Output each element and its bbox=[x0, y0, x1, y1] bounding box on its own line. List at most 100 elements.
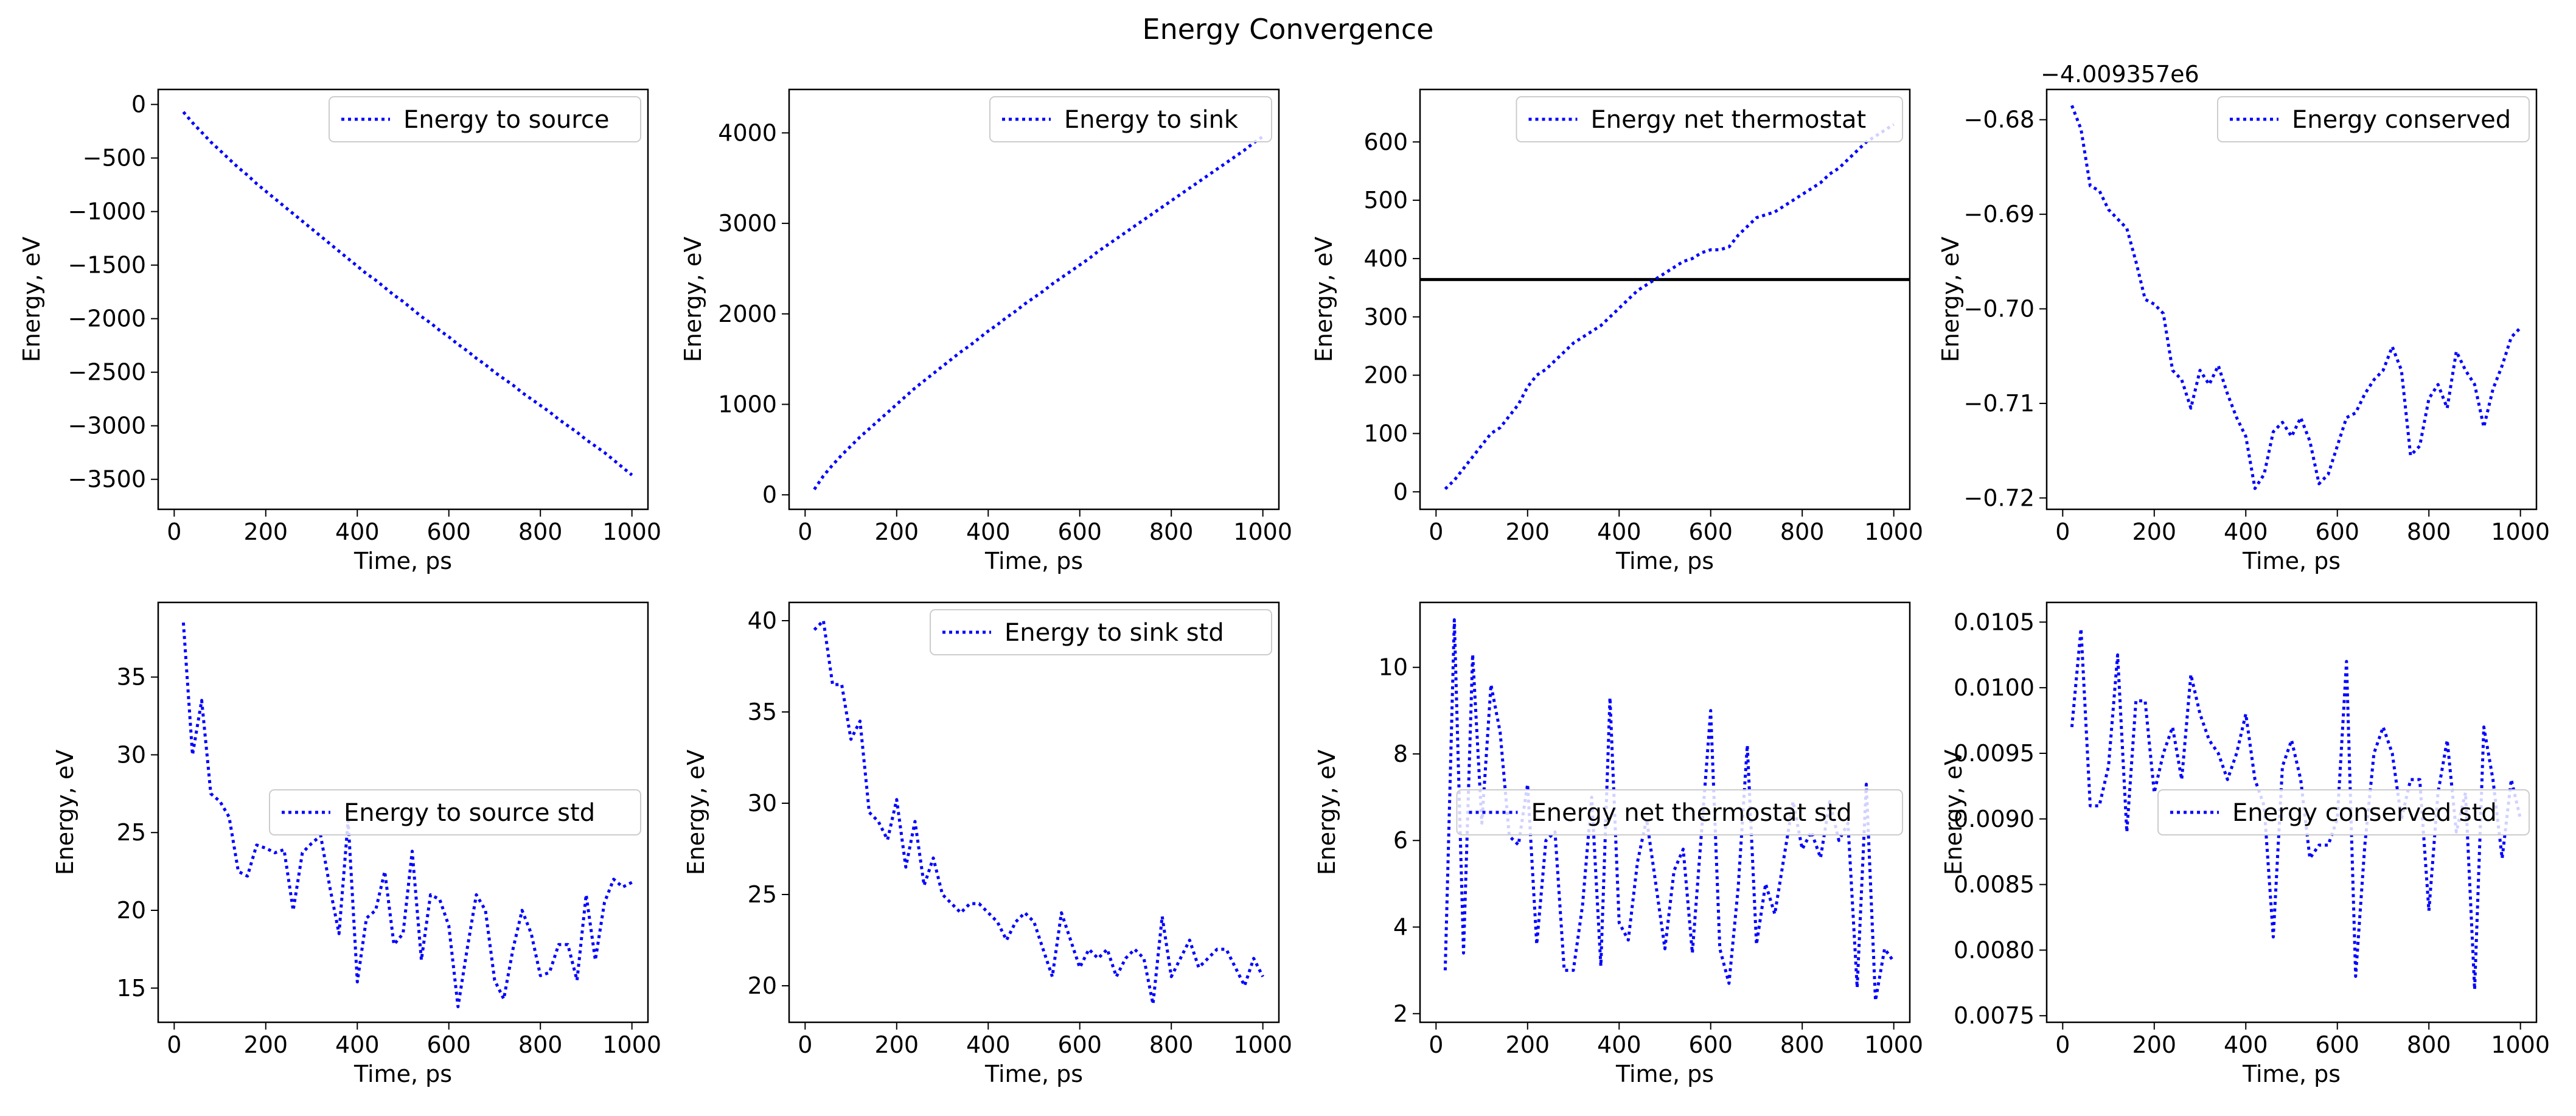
x-tick-label: 600 bbox=[426, 1031, 471, 1058]
x-tick-label: 800 bbox=[1780, 518, 1825, 545]
y-tick-label: 20 bbox=[748, 972, 777, 999]
legend: Energy net thermostat bbox=[1516, 96, 1903, 142]
legend: Energy to sink bbox=[989, 96, 1272, 142]
x-tick-label: 1000 bbox=[2491, 518, 2550, 545]
x-tick-label: 200 bbox=[1506, 518, 1550, 545]
y-tick-label: 8 bbox=[1393, 741, 1408, 767]
y-tick-label: −0.69 bbox=[1964, 201, 2035, 228]
series-line-energy-conserved-std bbox=[2070, 627, 2522, 991]
y-offset-text: −4.009357e6 bbox=[2041, 61, 2199, 88]
y-tick-label: 40 bbox=[748, 607, 777, 634]
x-tick-label: 600 bbox=[426, 518, 471, 545]
x-tick-label: 200 bbox=[244, 1031, 288, 1058]
y-tick-label: −0.68 bbox=[1964, 106, 2035, 133]
x-tick-label: 400 bbox=[1597, 518, 1641, 545]
y-tick-label: 35 bbox=[748, 699, 777, 725]
y-tick-label: 200 bbox=[1363, 362, 1408, 389]
y-tick-label: 6 bbox=[1393, 827, 1408, 854]
legend: Energy net thermostat std bbox=[1456, 789, 1903, 835]
y-tick-label: 25 bbox=[117, 819, 146, 846]
subplot-energy-net-thermostat-std: 0 200 400 600 800 1000 2 4 6 8 10 Time, ps Energy, e… bbox=[1314, 601, 1923, 1087]
y-tick-label: −3500 bbox=[68, 466, 146, 493]
x-tick-label: 0 bbox=[798, 1031, 812, 1058]
y-tick-label: 0.0085 bbox=[1954, 871, 2035, 898]
y-axis-label: Energy, eV bbox=[1937, 237, 1964, 363]
x-tick-label: 400 bbox=[966, 518, 1011, 545]
x-tick-label: 200 bbox=[875, 518, 919, 545]
x-axis-label: Time, ps bbox=[353, 1061, 452, 1087]
legend: Energy to sink std bbox=[930, 609, 1272, 655]
legend-box bbox=[1516, 96, 1903, 142]
y-tick-label: −0.72 bbox=[1964, 484, 2035, 511]
x-tick-label: 800 bbox=[518, 518, 563, 545]
subplot-energy-to-source-std: 0 200 400 600 800 1000 15 20 25 30 35 Time, ps Energ… bbox=[52, 601, 661, 1087]
legend-box bbox=[329, 96, 641, 142]
x-tick-label: 200 bbox=[875, 1031, 919, 1058]
y-tick-label: 0.0080 bbox=[1954, 936, 2035, 963]
x-tick-label: 400 bbox=[335, 1031, 380, 1058]
legend-label: Energy to sink std bbox=[1004, 619, 1224, 647]
x-tick-label: 1000 bbox=[1233, 518, 1292, 545]
figure-title: Energy Convergence bbox=[1143, 13, 1434, 46]
subplot-grid: 0 200 400 600 800 10000−500−1000−1500−2000−25… bbox=[18, 61, 2550, 1087]
x-tick-label: 400 bbox=[966, 1031, 1011, 1058]
subplot-energy-conserved-std: 0 200 400 600 800 1000 0.0075 0.0080 0.0085 0.009… bbox=[1940, 601, 2550, 1087]
x-tick-label: 1000 bbox=[1864, 1031, 1923, 1058]
axes-frame bbox=[788, 88, 1280, 511]
x-axis-label: Time, ps bbox=[984, 548, 1083, 574]
legend-box bbox=[269, 789, 641, 835]
legend-label: Energy to source bbox=[403, 106, 609, 134]
y-tick-label: 3000 bbox=[718, 210, 777, 237]
legend: Energy to source std bbox=[269, 789, 641, 835]
subplot-energy-net-thermostat: 0 200 400 600 800 1000 0 100 200 300 400 500 600 Time… bbox=[1311, 88, 1923, 574]
y-tick-label: 30 bbox=[117, 741, 146, 768]
x-tick-label: 0 bbox=[798, 518, 812, 545]
y-tick-label: 25 bbox=[748, 881, 777, 908]
x-tick-label: 600 bbox=[2315, 1031, 2359, 1058]
x-tick-label: 600 bbox=[1688, 1031, 1733, 1058]
y-axis-label: Energy, eV bbox=[1311, 237, 1337, 363]
x-tick-label: 200 bbox=[1506, 1031, 1550, 1058]
legend-label: Energy conserved bbox=[2292, 106, 2511, 134]
axes-frame bbox=[1419, 601, 1911, 1024]
y-tick-label: −3000 bbox=[68, 413, 146, 439]
legend-box bbox=[1456, 789, 1903, 835]
y-tick-label: 0 bbox=[1393, 478, 1408, 505]
legend: Energy conserved bbox=[2217, 96, 2530, 142]
legend-label: Energy to sink bbox=[1064, 106, 1239, 134]
legend-label: Energy net thermostat bbox=[1591, 106, 1867, 134]
y-tick-label: 100 bbox=[1363, 420, 1408, 447]
legend-box bbox=[989, 96, 1272, 142]
axes-frame bbox=[1419, 88, 1911, 511]
series-line-energy-to-source-std bbox=[181, 623, 633, 1008]
x-tick-label: 0 bbox=[2055, 1031, 2070, 1058]
legend-label: Energy conserved std bbox=[2232, 799, 2497, 827]
x-tick-label: 0 bbox=[2055, 518, 2070, 545]
x-tick-label: 1000 bbox=[1233, 1031, 1292, 1058]
y-tick-label: 2 bbox=[1393, 1000, 1408, 1027]
series-line-energy-to-sink-std bbox=[813, 619, 1264, 1006]
y-tick-label: 35 bbox=[117, 664, 146, 691]
x-tick-label: 200 bbox=[244, 518, 288, 545]
axes-frame bbox=[157, 88, 649, 511]
x-tick-label: 400 bbox=[2224, 1031, 2268, 1058]
y-tick-label: 4000 bbox=[718, 119, 777, 146]
x-tick-label: 800 bbox=[1149, 1031, 1194, 1058]
x-tick-label: 600 bbox=[2315, 518, 2359, 545]
subplot-energy-to-source: 0 200 400 600 800 1000 0 −500 −1000 −1500 −2000 −25… bbox=[18, 88, 661, 574]
y-tick-label: −0.71 bbox=[1964, 390, 2035, 417]
y-tick-label: 4 bbox=[1393, 914, 1408, 941]
y-tick-label: 500 bbox=[1363, 187, 1408, 214]
y-tick-label: 0 bbox=[131, 91, 146, 118]
x-tick-label: 0 bbox=[1429, 1031, 1443, 1058]
y-tick-label: 600 bbox=[1363, 128, 1408, 155]
x-tick-label: 200 bbox=[2132, 1031, 2177, 1058]
x-tick-label: 800 bbox=[518, 1031, 563, 1058]
y-tick-label: 300 bbox=[1363, 304, 1408, 330]
y-tick-label: −2000 bbox=[68, 305, 146, 332]
x-axis-label: Time, ps bbox=[1615, 1061, 1714, 1087]
y-axis-label: Energy, eV bbox=[18, 237, 45, 363]
series-line-energy-to-source bbox=[182, 111, 633, 476]
x-tick-label: 600 bbox=[1688, 518, 1733, 545]
x-tick-label: 1000 bbox=[602, 1031, 661, 1058]
